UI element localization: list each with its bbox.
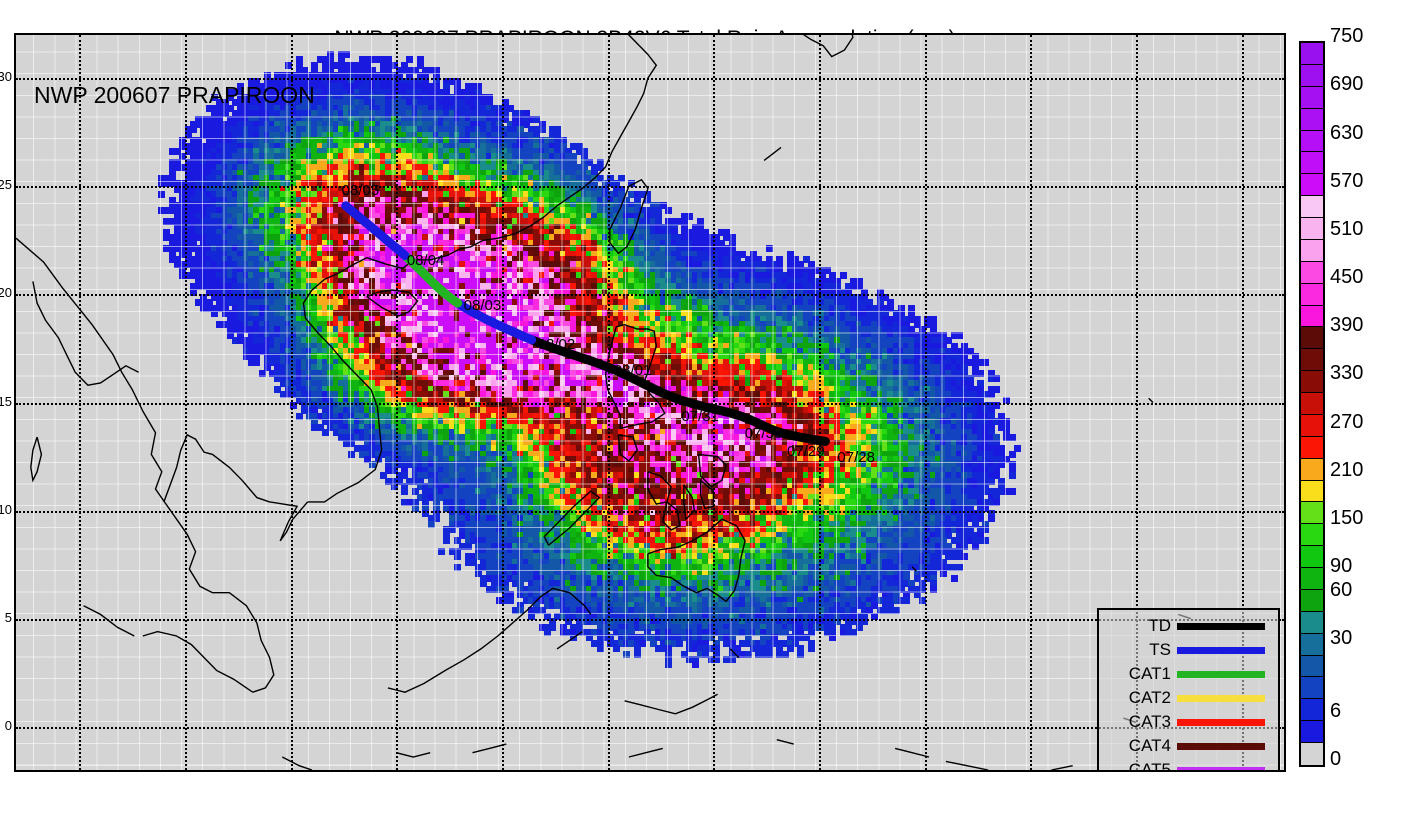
legend-item-cat5: CAT5 xyxy=(1099,758,1278,770)
colorbar-tick-label: 690 xyxy=(1330,73,1364,95)
y-axis-tick-label: 5 xyxy=(4,609,12,625)
colorbar-segment xyxy=(1301,611,1323,634)
legend-item-cat1: CAT1 xyxy=(1099,662,1278,686)
colorbar-segment xyxy=(1301,43,1323,65)
colorbar-tick-label: 210 xyxy=(1330,459,1364,481)
colorbar-tick-label: 390 xyxy=(1330,314,1364,336)
colorbar-segment xyxy=(1301,655,1323,678)
legend-item-swatch xyxy=(1177,766,1265,770)
colorbar-segment xyxy=(1301,371,1323,393)
track-date-label: 07/31 xyxy=(681,408,719,426)
colorbar-segment xyxy=(1301,349,1323,372)
legend-item-label: TS xyxy=(1149,640,1171,659)
track-date-label: 08/01 xyxy=(613,361,652,379)
y-axis-tick-labels: 30 25 20 15 10 5 0 xyxy=(0,33,12,772)
colorbar-segment xyxy=(1301,174,1323,197)
track-date-label: 07/30 xyxy=(744,425,783,443)
legend-item-swatch xyxy=(1177,622,1265,630)
legend-item-label: TD xyxy=(1148,616,1171,635)
colorbar-segment xyxy=(1301,436,1323,459)
legend-item-swatch xyxy=(1177,742,1265,750)
colorbar-segment xyxy=(1301,743,1323,765)
colorbar-segment xyxy=(1301,721,1323,743)
colorbar-segment xyxy=(1301,414,1323,437)
colorbar-segment xyxy=(1301,305,1323,328)
legend-item-td: TD xyxy=(1099,614,1278,638)
storm-annotation: NWP 200607 PRAPIROON xyxy=(34,82,315,108)
legend-item-label: CAT5 xyxy=(1128,760,1171,770)
legend-item-cat2: CAT2 xyxy=(1099,686,1278,710)
track-segment-ts xyxy=(341,201,410,260)
colorbar-segment xyxy=(1301,393,1323,415)
colorbar-segment xyxy=(1301,196,1323,218)
legend-item-swatch xyxy=(1177,694,1265,702)
y-axis-tick-label: 0 xyxy=(4,717,12,733)
legend-item-label: CAT4 xyxy=(1128,736,1171,755)
colorbar-tick-label: 270 xyxy=(1330,411,1364,433)
colorbar-segment xyxy=(1301,480,1323,503)
colorbar-segment xyxy=(1301,458,1323,481)
colorbar-tick-label: 150 xyxy=(1330,507,1364,529)
colorbar-segment xyxy=(1301,86,1323,109)
colorbar xyxy=(1299,41,1325,767)
colorbar-tick-label: 630 xyxy=(1330,122,1364,144)
legend-item-swatch xyxy=(1177,670,1265,678)
colorbar-tick-labels: 750 690 630 570 510 450 390 330 270 210 150 90 60 30 6… xyxy=(1330,25,1420,785)
colorbar-segment xyxy=(1301,64,1323,87)
track-segment-td xyxy=(776,428,830,446)
colorbar-tick-label: 6 xyxy=(1330,700,1342,722)
colorbar-segment xyxy=(1301,283,1323,306)
colorbar-segment xyxy=(1301,546,1323,568)
colorbar-segment xyxy=(1301,108,1323,131)
colorbar-tick-label: 90 xyxy=(1330,555,1353,577)
track-date-label: 08/05 xyxy=(341,181,380,199)
legend-item-label: CAT3 xyxy=(1128,712,1171,731)
y-axis-tick-label: 15 xyxy=(0,393,12,409)
colorbar-segment xyxy=(1301,589,1323,612)
track-date-label: 08/02 xyxy=(537,335,576,353)
colorbar-tick-label: 570 xyxy=(1330,170,1364,192)
colorbar-tick-label: 450 xyxy=(1330,266,1364,288)
category-legend: TD TS CAT1 CAT2 CAT3 CAT4 CAT5 xyxy=(1097,608,1280,770)
colorbar-tick-label: 0 xyxy=(1330,748,1342,770)
colorbar-segment xyxy=(1301,152,1323,175)
map-plot-area: 07/28 07/29 07/30 07/31 08/01 08/02 08/03 08/04… xyxy=(14,33,1286,772)
track-date-label: 07/29 xyxy=(787,442,825,460)
colorbar-segment xyxy=(1301,502,1323,525)
colorbar-tick-label: 60 xyxy=(1330,579,1353,601)
colorbar-segment xyxy=(1301,677,1323,700)
legend-item-swatch xyxy=(1177,646,1265,654)
legend-item-label: CAT1 xyxy=(1128,664,1171,683)
colorbar-segment xyxy=(1301,699,1323,722)
y-axis-tick-label: 25 xyxy=(0,177,12,193)
y-axis-tick-label: 10 xyxy=(0,501,12,517)
legend-item-cat3: CAT3 xyxy=(1099,710,1278,734)
colorbar-tick-label: 30 xyxy=(1330,627,1353,649)
track-date-label: 07/28 xyxy=(837,449,875,467)
legend-item-swatch xyxy=(1177,718,1265,726)
colorbar-segment xyxy=(1301,218,1323,240)
y-axis-tick-label: 30 xyxy=(0,69,12,85)
track-date-label: 08/04 xyxy=(406,251,445,269)
colorbar-segment xyxy=(1301,633,1323,656)
colorbar-segment xyxy=(1301,239,1323,262)
map-plot-inner: 07/28 07/29 07/30 07/31 08/01 08/02 08/03 08/04… xyxy=(16,35,1284,770)
legend-item-ts: TS xyxy=(1099,638,1278,662)
colorbar-segment xyxy=(1301,327,1323,350)
y-axis-tick-label: 20 xyxy=(0,285,12,301)
storm-track-overlay xyxy=(341,201,830,446)
colorbar-tick-label: 510 xyxy=(1330,218,1364,240)
colorbar-segment xyxy=(1301,261,1323,284)
colorbar-segment xyxy=(1301,524,1323,547)
colorbar-segment xyxy=(1301,568,1323,590)
legend-item-label: CAT2 xyxy=(1128,688,1171,707)
colorbar-tick-label: 750 xyxy=(1330,25,1364,47)
colorbar-tick-label: 330 xyxy=(1330,362,1364,384)
track-date-label: 08/03 xyxy=(463,297,502,315)
legend-item-cat4: CAT4 xyxy=(1099,734,1278,758)
colorbar-segment xyxy=(1301,130,1323,153)
